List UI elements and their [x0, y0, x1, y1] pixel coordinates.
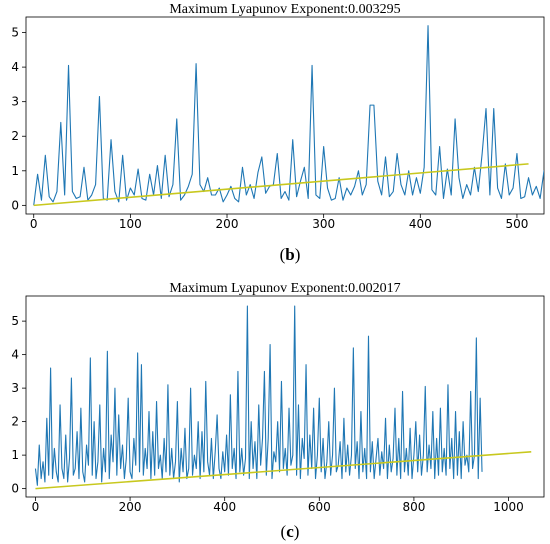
x-tick-label: 200 [216, 217, 239, 231]
x-tick-label: 400 [213, 500, 236, 514]
chart-title: Maximum Lyapunov Exponent:0.002017 [169, 281, 400, 296]
y-tick-label: 4 [11, 348, 19, 362]
plot-area [33, 25, 544, 207]
x-tick-label: 100 [119, 217, 142, 231]
chart-caption: (b) [280, 245, 301, 264]
chart-title: Maximum Lyapunov Exponent:0.003295 [169, 2, 400, 17]
x-tick-label: 0 [32, 500, 40, 514]
x-tick-label: 600 [308, 500, 331, 514]
y-tick-label: 5 [11, 314, 19, 328]
x-tick-label: 200 [119, 500, 142, 514]
series-line [33, 25, 544, 206]
x-tick-label: 0 [30, 217, 38, 231]
y-tick-label: 1 [11, 448, 19, 462]
y-tick-label: 1 [11, 164, 19, 178]
x-tick-label: 800 [402, 500, 425, 514]
chart-caption: (c) [281, 522, 300, 541]
y-tick-label: 3 [11, 381, 19, 395]
axes-frame [25, 16, 545, 215]
x-tick-label: 300 [312, 217, 335, 231]
trend-line [33, 163, 529, 207]
x-tick-label: 500 [505, 217, 528, 231]
plot-area [34, 305, 532, 490]
y-tick-label: 2 [11, 415, 19, 429]
y-tick-label: 0 [11, 482, 19, 496]
series-line [34, 305, 483, 486]
y-tick-label: 4 [11, 60, 19, 74]
x-tick-label: 1000 [493, 500, 524, 514]
trend-line [35, 450, 532, 490]
axes-frame [25, 295, 545, 498]
y-tick-label: 3 [11, 95, 19, 109]
y-tick-label: 5 [11, 26, 19, 40]
y-tick-label: 2 [11, 129, 19, 143]
x-tick-label: 400 [409, 217, 432, 231]
y-tick-label: 0 [11, 198, 19, 212]
